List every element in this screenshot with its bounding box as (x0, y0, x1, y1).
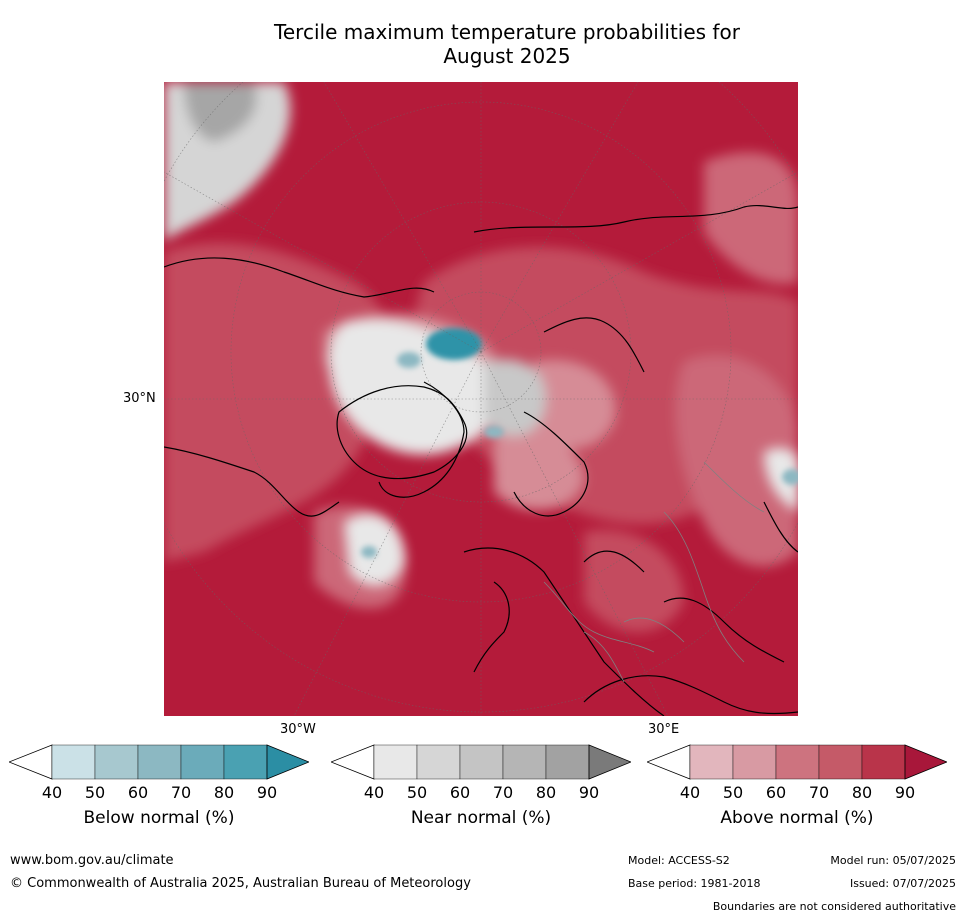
country-borders (543, 461, 765, 683)
colorbar-tick: 40 (41, 783, 63, 802)
colorbar-swatch (861, 744, 906, 780)
colorbar-swatch (818, 744, 863, 780)
colorbar-swatch (373, 744, 418, 780)
colorbar-tick: 60 (765, 783, 787, 802)
colorbar-swatch (502, 744, 547, 780)
colorbar-tick: 90 (894, 783, 916, 802)
base-period: Base period: 1981-2018 (628, 877, 761, 890)
colorbar-swatch (137, 744, 182, 780)
colorbar-tick: 50 (84, 783, 106, 802)
colorbar-swatch (545, 744, 590, 780)
colorbar-tick: 80 (535, 783, 557, 802)
lat-label-30n: 30°N (123, 391, 156, 406)
model-name: Model: ACCESS-S2 (628, 854, 730, 867)
model-run-date: Model run: 05/07/2025 (830, 854, 956, 867)
colorbar-swatch (180, 744, 225, 780)
colorbar-swatch (94, 744, 139, 780)
colorbar-label-near: Near normal (%) (410, 808, 552, 828)
colorbar-extend-high (266, 744, 309, 780)
colorbar-swatch (223, 744, 268, 780)
colorbar-label-below: Below normal (%) (83, 808, 235, 828)
colorbar-label-above: Above normal (%) (720, 808, 874, 828)
colorbar-tick: 70 (170, 783, 192, 802)
colorbar-tick: 40 (679, 783, 701, 802)
lon-label-30w: 30°W (280, 722, 316, 737)
graticule (164, 82, 798, 716)
colorbar-below-normal (9, 744, 309, 780)
colorbar-swatch (416, 744, 461, 780)
colorbar-extend-low (647, 744, 691, 780)
map-title: Tercile maximum temperature probabilitie… (164, 20, 850, 68)
colorbar-tick: 80 (851, 783, 873, 802)
issued-date: Issued: 07/07/2025 (849, 877, 956, 890)
lon-label-30e: 30°E (648, 722, 680, 737)
colorbar-swatch (689, 744, 734, 780)
colorbar-tick: 40 (363, 783, 385, 802)
colorbar-swatch (459, 744, 504, 780)
colorbar-extend-high (904, 744, 947, 780)
colorbar-tick: 80 (213, 783, 235, 802)
colorbar-tick: 60 (127, 783, 149, 802)
colorbar-tick: 70 (808, 783, 830, 802)
title-line-1: Tercile maximum temperature probabilitie… (274, 20, 740, 44)
colorbar-tick: 50 (722, 783, 744, 802)
colorbar-above-normal (647, 744, 947, 780)
map-svg (164, 82, 798, 716)
disclaimer-text: Boundaries are not considered authoritat… (712, 900, 956, 913)
copyright-text: © Commonwealth of Australia 2025, Austra… (10, 876, 471, 891)
website-link[interactable]: www.bom.gov.au/climate (10, 853, 174, 868)
colorbar-swatch (732, 744, 777, 780)
colorbar-swatch (775, 744, 820, 780)
colorbar-tick: 50 (406, 783, 428, 802)
colorbar-tick: 90 (256, 783, 278, 802)
colorbar-tick: 90 (578, 783, 600, 802)
colorbar-near-normal (331, 744, 631, 780)
colorbar-tick: 60 (449, 783, 471, 802)
colorbar-tick: 70 (492, 783, 514, 802)
colorbar-extend-low (331, 744, 375, 780)
title-line-2: August 2025 (443, 44, 571, 68)
probability-map (164, 82, 798, 716)
colorbar-extend-high (588, 744, 631, 780)
below-normal-patches (361, 328, 798, 558)
colorbar-extend-low (9, 744, 53, 780)
colorbar-swatch (51, 744, 96, 780)
